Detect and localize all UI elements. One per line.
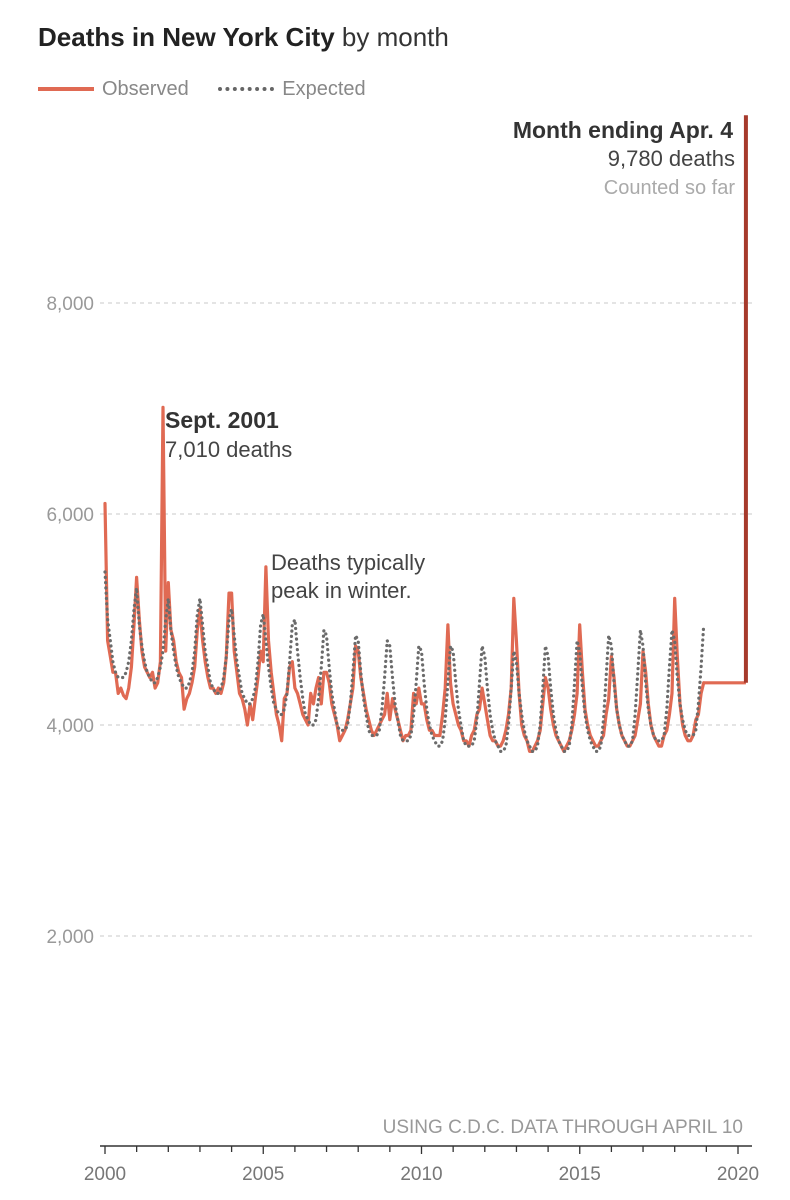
annotation-winter-line1: Deaths typically: [271, 550, 425, 575]
y-tick-label: 8,000: [46, 294, 94, 315]
legend-label-observed: Observed: [102, 77, 189, 100]
annotation-winter: Deaths typically peak in winter.: [271, 550, 425, 603]
annotation-latest-value: 9,780 deaths: [608, 146, 735, 171]
chart-title: Deaths in New York City by month: [38, 22, 449, 53]
legend-item-expected: Expected: [218, 77, 366, 101]
x-tick-label: 2015: [559, 1164, 601, 1185]
y-tick-label: 2,000: [46, 927, 94, 948]
legend-label-expected: Expected: [282, 77, 366, 100]
source-note: USING C.D.C. DATA THROUGH APRIL 10: [383, 1117, 743, 1138]
chart-title-rest: by month: [341, 22, 449, 52]
annotation-sept-title: Sept. 2001: [165, 407, 279, 433]
x-tick-label: 2005: [242, 1164, 284, 1185]
y-tick-label: 4,000: [46, 716, 94, 737]
x-axis: 2000 2005 2010 2015 2020: [84, 1145, 759, 1185]
x-tick-label: 2000: [84, 1164, 126, 1185]
annotation-sept-value: 7,010 deaths: [165, 437, 292, 462]
y-tick-label: 6,000: [46, 505, 94, 526]
annotation-latest-note: Counted so far: [604, 177, 736, 199]
annotation-latest-title: Month ending Apr. 4: [513, 117, 733, 143]
annotation-latest: Month ending Apr. 4 9,780 deaths Counted…: [513, 117, 736, 199]
x-tick-label: 2020: [717, 1164, 759, 1185]
series-line-expected: [103, 570, 706, 754]
series-layer: [103, 115, 748, 754]
annotation-winter-line2: peak in winter.: [271, 578, 412, 603]
legend-swatch-expected: [218, 87, 275, 91]
annotation-sept-2001: Sept. 2001 7,010 deaths: [165, 407, 292, 462]
legend-item-observed: Observed: [38, 78, 189, 101]
legend: Observed Expected: [38, 74, 390, 101]
y-axis-ticks: 2,000 4,000 6,000 8,000: [46, 294, 94, 948]
chart-title-bold: Deaths in New York City: [38, 22, 335, 52]
series-line-observed: [103, 405, 706, 754]
legend-swatch-observed: [38, 87, 94, 91]
x-tick-label: 2010: [400, 1164, 442, 1185]
